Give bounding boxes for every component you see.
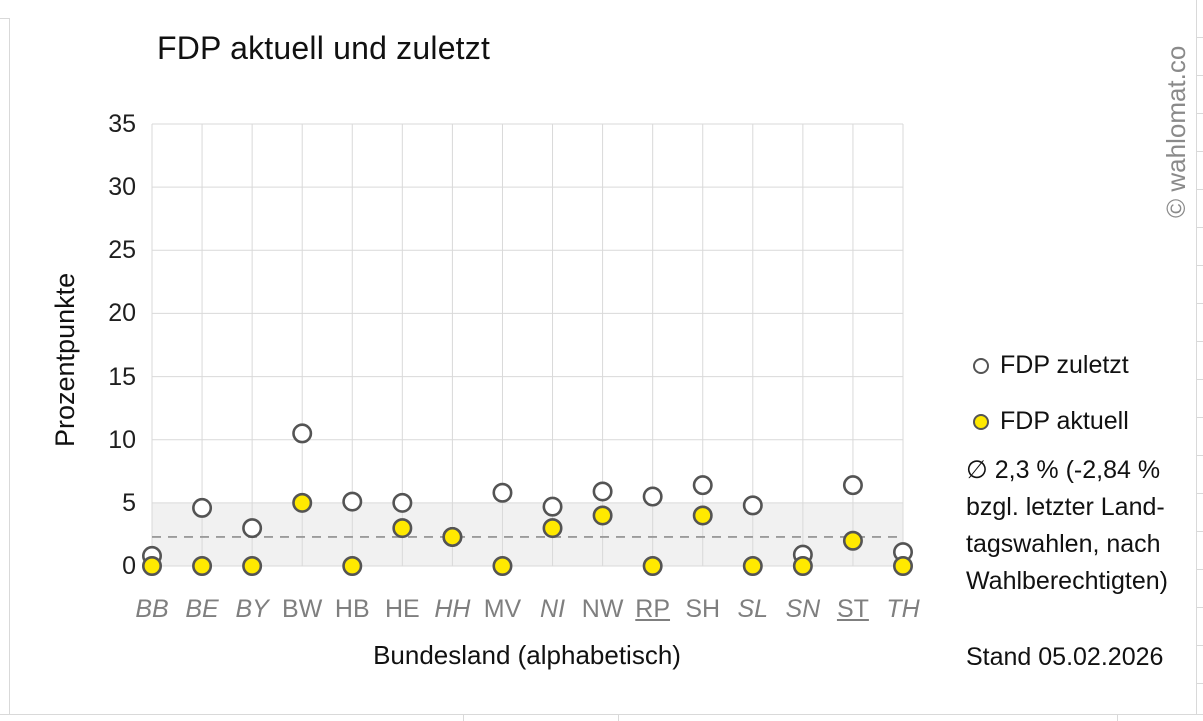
spreadsheet-gridline — [463, 714, 464, 721]
annotation-line: Wahlberechtigten) — [966, 567, 1168, 595]
x-tick-label-SN: SN — [785, 595, 821, 623]
point-fdp-zuletzt-NW — [592, 481, 613, 502]
y-tick-label-35: 35 — [108, 110, 136, 138]
filled-circle-icon — [973, 413, 989, 430]
x-tick-label-HE: HE — [384, 595, 420, 623]
point-fdp-zuletzt-SL — [742, 495, 763, 516]
point-fdp-aktuell-BE — [192, 555, 213, 576]
x-tick-label-ST: ST — [836, 595, 869, 623]
x-tick-label-BE: BE — [185, 595, 219, 623]
x-tick-label-SH: SH — [685, 595, 721, 623]
legend-item-fdp-zuletzt: FDP zuletzt — [971, 351, 1129, 380]
y-tick-label-5: 5 — [122, 488, 136, 517]
point-fdp-aktuell-ST — [842, 530, 863, 551]
point-fdp-aktuell-NW — [592, 505, 613, 526]
annotation-line: tagswahlen, nach — [966, 530, 1161, 558]
point-fdp-zuletzt-HB — [342, 491, 363, 512]
point-fdp-aktuell-HE — [392, 518, 413, 539]
spreadsheet-gridline — [1196, 0, 1203, 714]
spreadsheet-gridline — [0, 18, 9, 19]
highlight-band — [152, 502, 903, 566]
point-fdp-aktuell-NI — [542, 518, 563, 539]
y-tick-label-10: 10 — [108, 425, 136, 454]
point-fdp-aktuell-BB — [142, 555, 163, 576]
point-fdp-zuletzt-RP — [642, 486, 663, 507]
point-fdp-aktuell-RP — [642, 555, 663, 576]
annotation-line: ∅ 2,3 % (-2,84 % — [966, 456, 1161, 484]
y-tick-label-0: 0 — [122, 552, 136, 580]
point-fdp-zuletzt-BW — [292, 423, 313, 444]
x-tick-label-SL: SL — [737, 595, 769, 623]
stand-date: Stand 05.02.2026 — [966, 643, 1164, 671]
legend-label-fdp-zuletzt: FDP zuletzt — [1000, 351, 1129, 379]
x-tick-label-NI: NI — [540, 595, 566, 623]
x-tick-label-TH: TH — [886, 595, 920, 623]
open-circle-icon — [973, 357, 989, 374]
x-tick-label-BB: BB — [135, 595, 169, 623]
legend-label-fdp-aktuell: FDP aktuell — [1000, 407, 1129, 435]
x-tick-label-NW: NW — [581, 595, 624, 623]
point-fdp-zuletzt-MV — [492, 482, 513, 503]
spreadsheet-gridline — [9, 18, 10, 714]
point-fdp-aktuell-BY — [242, 555, 263, 576]
point-fdp-aktuell-HB — [342, 555, 363, 576]
x-tick-label-BW: BW — [282, 595, 323, 623]
y-tick-label-15: 15 — [108, 362, 136, 391]
point-fdp-aktuell-SN — [792, 555, 813, 576]
point-fdp-aktuell-TH — [892, 555, 913, 576]
spreadsheet-gridline — [618, 714, 619, 721]
x-axis-title: Bundesland (alphabetisch) — [373, 640, 681, 670]
point-fdp-aktuell-SL — [742, 555, 763, 576]
point-fdp-zuletzt-BY — [242, 518, 263, 539]
point-fdp-aktuell-BW — [292, 492, 313, 513]
y-tick-label-25: 25 — [108, 236, 136, 265]
spreadsheet-gridline — [1117, 714, 1118, 721]
average-annotation: ∅ 2,3 % (-2,84 % bzgl. letzter Land- tag… — [966, 452, 1168, 600]
y-tick-label-30: 30 — [108, 173, 136, 202]
legend-item-fdp-aktuell: FDP aktuell — [971, 407, 1129, 436]
point-fdp-zuletzt-SH — [692, 475, 713, 496]
point-fdp-aktuell-HH — [442, 526, 463, 547]
x-tick-label-BY: BY — [235, 595, 269, 623]
x-tick-label-RP: RP — [635, 595, 671, 623]
x-tick-label-MV: MV — [483, 595, 522, 623]
point-fdp-aktuell-MV — [492, 555, 513, 576]
y-tick-label-20: 20 — [108, 299, 136, 328]
annotation-line: bzgl. letzter Land- — [966, 493, 1165, 521]
point-fdp-zuletzt-ST — [842, 475, 863, 496]
point-fdp-aktuell-SH — [692, 505, 713, 526]
point-fdp-zuletzt-BE — [192, 497, 213, 518]
x-tick-label-HB: HB — [334, 595, 370, 623]
spreadsheet-gridline — [0, 714, 1203, 715]
chart-title: FDP aktuell und zuletzt — [157, 30, 491, 66]
x-tick-label-HH: HH — [434, 595, 471, 623]
point-fdp-zuletzt-NI — [542, 496, 563, 517]
point-fdp-zuletzt-HE — [392, 492, 413, 513]
